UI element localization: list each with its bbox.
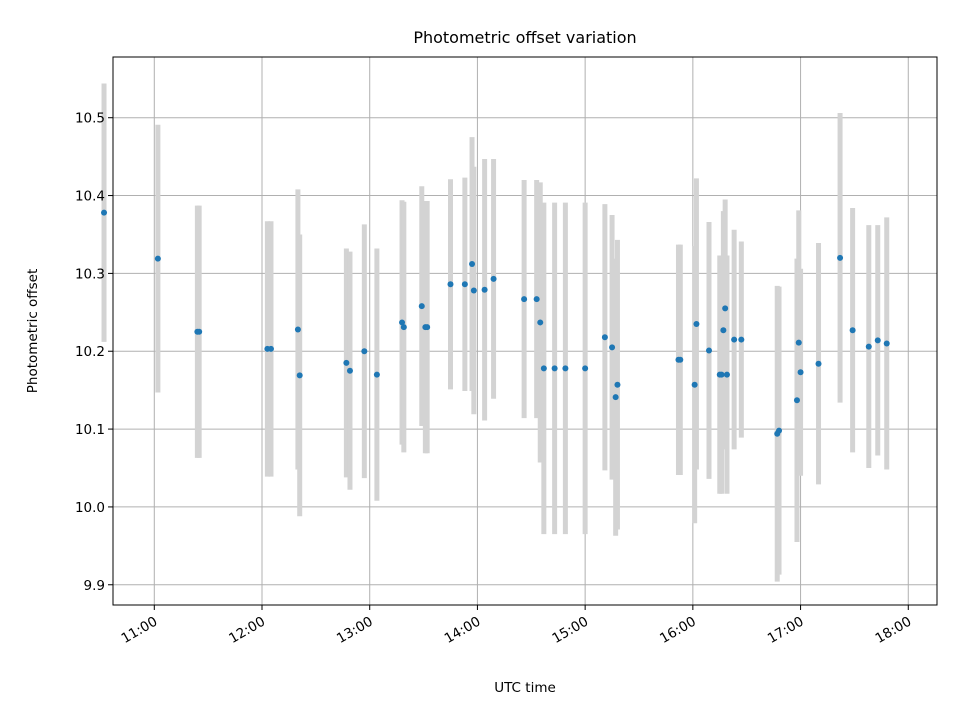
data-point [723,371,730,378]
data-point [874,337,881,344]
data-point [691,381,698,388]
data-point [677,356,684,363]
data-point [738,336,745,343]
data-point [196,328,203,335]
x-tick-label: 14:00 [442,614,484,647]
data-point [533,296,540,303]
data-point [551,365,558,372]
x-axis-ticks: 11:00 12:00 13:00 14:00 15:00 16:00 17:00 18:00 [119,605,915,647]
x-tick-label: 17:00 [765,614,807,647]
data-point [521,296,528,303]
data-point [470,287,477,294]
data-point [849,327,856,334]
data-point [346,367,353,374]
data-point [447,281,454,288]
data-point [424,324,431,331]
data-point [720,327,727,334]
data-point [795,339,802,346]
data-point [481,286,488,293]
y-axis-ticks: 9.9 10.0 10.1 10.2 10.3 10.4 10.5 [75,111,113,594]
data-point [469,261,476,268]
data-point [461,281,468,288]
data-point [582,365,589,372]
data-point [562,365,569,372]
data-point [361,348,368,355]
data-point [722,305,729,312]
x-tick-label: 18:00 [873,614,915,647]
data-point [540,365,547,372]
data-point [718,371,725,378]
plot-frame [112,56,938,606]
data-point [693,320,700,327]
y-tick-label: 10.0 [75,500,105,516]
data-point [296,372,303,379]
y-tick-label: 10.2 [75,344,105,360]
data-point [731,336,738,343]
data-point [101,209,108,216]
data-point [815,360,822,367]
x-axis-label: UTC time [494,680,556,696]
data-point [865,343,872,350]
chart-title: Photometric offset variation [413,28,636,47]
data-point [706,347,713,354]
y-tick-label: 10.3 [75,266,105,282]
data-points [101,209,890,437]
data-point [612,394,619,401]
data-point [883,340,890,347]
data-point [343,359,350,366]
data-point [399,319,406,326]
y-tick-label: 10.5 [75,111,105,127]
y-tick-label: 9.9 [84,578,105,594]
data-point [776,427,783,434]
data-point [537,319,544,326]
data-point [294,326,301,333]
data-point [154,255,161,262]
data-point [797,369,804,376]
data-point [418,303,425,310]
y-tick-label: 10.4 [75,189,105,205]
x-tick-label: 13:00 [334,614,376,647]
x-tick-label: 15:00 [549,614,591,647]
data-point [490,275,497,282]
x-tick-label: 11:00 [119,614,161,647]
data-point [373,371,380,378]
data-point [793,397,800,404]
x-tick-label: 16:00 [657,614,699,647]
y-axis-label: Photometric offset [25,269,41,393]
data-point [614,381,621,388]
data-point [609,344,616,351]
y-tick-label: 10.1 [75,422,105,438]
data-point [837,254,844,261]
data-point [400,324,407,331]
data-point [267,345,274,352]
data-point [601,334,608,341]
x-tick-label: 12:00 [226,614,268,647]
